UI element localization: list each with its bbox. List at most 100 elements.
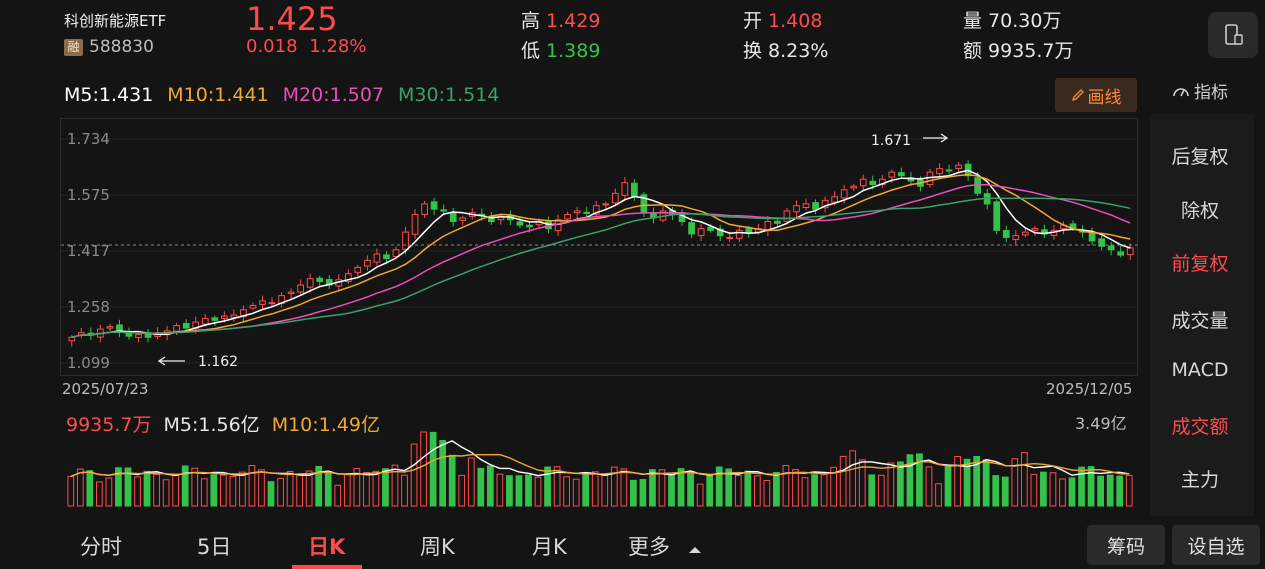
volume-bar	[315, 465, 323, 507]
candle-body	[869, 180, 877, 186]
side-item-ex-rights[interactable]: 除权	[1180, 200, 1219, 222]
volume-bar	[334, 484, 342, 507]
candle-body	[230, 314, 238, 318]
volume-bar	[496, 473, 504, 507]
volume-bar	[239, 471, 246, 507]
candle-body	[812, 202, 819, 210]
volume-bar	[1030, 473, 1038, 507]
amount-label: 额	[963, 40, 983, 62]
ma5-value: M5:1.431	[64, 84, 154, 106]
volume-bar	[1106, 474, 1114, 507]
gauge-icon	[1173, 87, 1189, 96]
volume-ma10-line	[70, 453, 1130, 478]
pencil-icon	[1071, 89, 1084, 102]
volume-bar	[343, 473, 351, 507]
security-name: 科创新能源ETF	[64, 12, 167, 30]
volume-bar	[572, 478, 580, 507]
indicator-button[interactable]: 指标	[1172, 78, 1228, 103]
candlestick-chart: 1.734 1.575 1.417 1.258 1.099 1.671 1.162	[61, 130, 1139, 372]
last-price: 1.425	[246, 0, 338, 38]
candle-body	[106, 326, 114, 329]
tab-5day[interactable]: 5日	[197, 535, 232, 559]
candle-body	[1088, 232, 1096, 242]
volume-bar	[86, 470, 94, 507]
volume-bar	[715, 466, 723, 507]
high-value: 1.429	[546, 10, 601, 32]
volume-bar	[1087, 466, 1095, 507]
tab-daily-k[interactable]: 日K	[308, 535, 346, 559]
volume-bar	[639, 479, 647, 507]
volume-m10: M10:1.49亿	[271, 414, 380, 436]
volume-stat: 量 70.30万	[963, 6, 1061, 33]
ma20-value: M20:1.507	[282, 84, 385, 106]
price-chart[interactable]: 1.734 1.575 1.417 1.258 1.099 1.671 1.162	[60, 118, 1139, 376]
candle-body	[402, 231, 409, 250]
volume-bar	[391, 464, 399, 507]
phone-rotate-icon	[1225, 24, 1243, 45]
volume-bar	[858, 459, 866, 507]
volume-bar	[401, 474, 408, 507]
side-item-volume[interactable]: 成交量	[1171, 310, 1229, 332]
candle-body	[716, 228, 724, 237]
candle-body	[354, 266, 362, 273]
candle-body	[182, 322, 190, 329]
chips-button[interactable]: 筹码	[1087, 525, 1165, 565]
volume-bar	[1125, 474, 1133, 507]
volume-bar	[448, 454, 456, 507]
volume-bar	[410, 443, 418, 507]
side-item-macd[interactable]: MACD	[1171, 359, 1229, 381]
date-end: 2025/12/05	[1046, 380, 1133, 398]
volume-bar	[963, 458, 971, 507]
side-item-forward-adjusted[interactable]: 前复权	[1171, 253, 1229, 275]
candle-body	[802, 203, 810, 209]
volume-bar	[1068, 477, 1076, 507]
volume-bar	[219, 474, 227, 507]
draw-line-button[interactable]: 画线	[1055, 78, 1137, 112]
volume-bar	[582, 472, 590, 507]
volume-bar	[534, 476, 542, 507]
volume-bar	[286, 470, 294, 507]
ma5-line	[71, 169, 1131, 338]
side-item-back-adjusted[interactable]: 后复权	[1171, 146, 1229, 168]
candle-body	[945, 169, 953, 172]
candle-body	[516, 221, 524, 226]
security-code-row: 融 588830	[64, 37, 154, 57]
margin-badge: 融	[64, 38, 83, 56]
ma30-line	[71, 197, 1131, 338]
tab-more[interactable]: 更多	[628, 531, 703, 561]
tab-weekly-k[interactable]: 周K	[420, 535, 455, 559]
add-watchlist-button[interactable]: 设自选	[1172, 525, 1260, 565]
volume-bar	[372, 470, 380, 507]
ma10-value: M10:1.441	[167, 84, 269, 106]
volume-chart[interactable]	[60, 406, 1138, 508]
side-item-main-force[interactable]: 主力	[1180, 469, 1219, 491]
tab-monthly-k[interactable]: 月K	[532, 535, 567, 559]
candle-body	[526, 224, 533, 228]
orientation-button[interactable]	[1208, 12, 1258, 58]
open-stat: 开 1.408	[743, 6, 822, 33]
volume-bar	[706, 475, 714, 507]
period-tab-bar: 分时 5日 日K 周K 月K 更多 筹码 设自选	[0, 519, 1265, 569]
volume-bar	[877, 474, 885, 507]
candle-body	[259, 300, 266, 305]
volume-bar	[1097, 475, 1104, 507]
candle-body	[859, 178, 867, 187]
candle-body	[1117, 251, 1125, 256]
high-stat: 高 1.429	[521, 6, 600, 33]
low-label: 低	[521, 40, 541, 62]
volume-bar	[782, 465, 790, 507]
candle-body	[125, 332, 133, 337]
volume-bar	[153, 473, 160, 507]
volume-bar	[734, 475, 742, 507]
draw-line-label: 画线	[1087, 87, 1122, 108]
volume-bar	[1001, 476, 1009, 507]
candle-body	[173, 325, 181, 332]
ma30-value: M30:1.514	[398, 84, 500, 106]
volume-bar	[1020, 452, 1028, 507]
tab-intraday[interactable]: 分时	[80, 535, 122, 559]
candle-body	[421, 203, 428, 215]
candle-body	[68, 336, 76, 342]
side-item-turnover-amount[interactable]: 成交额	[1171, 416, 1229, 438]
candle-body	[735, 229, 743, 239]
volume-bar	[906, 454, 914, 507]
